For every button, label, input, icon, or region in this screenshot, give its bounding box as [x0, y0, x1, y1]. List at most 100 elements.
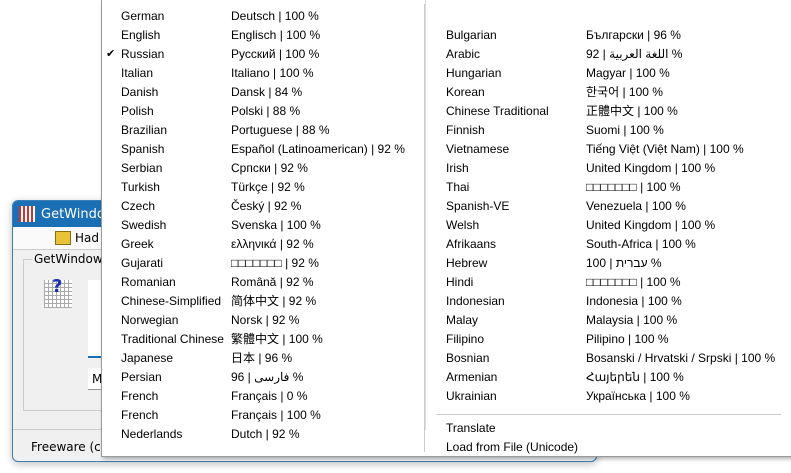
menu-column-left: German Deutsch | 100 % English Englisch | 1…: [102, 7, 424, 444]
language-native-name: Magyar | 100 %: [586, 66, 670, 80]
menu-item-language[interactable]: Romanian Română | 92 %: [102, 273, 424, 292]
translate-menu-item[interactable]: Translate: [426, 419, 791, 438]
language-name: Czech: [121, 199, 156, 213]
language-native-name: 繁體中文 | 100 %: [231, 332, 323, 346]
language-native-name: Română | 92 %: [231, 275, 314, 289]
language-name: Finnish: [446, 123, 485, 137]
language-native-name: □□□□□□□ | 100 %: [586, 180, 681, 194]
checkmark-icon: ✔: [106, 48, 116, 60]
language-native-name: Norsk | 92 %: [231, 313, 300, 327]
menu-item-language[interactable]: Swedish Svenska | 100 %: [102, 216, 424, 235]
menu-item-language[interactable]: French Français | 100 %: [102, 406, 424, 425]
menu-item-language[interactable]: Serbian Српски | 92 %: [102, 159, 424, 178]
menu-item-language[interactable]: Japanese 日本 | 96 %: [102, 349, 424, 368]
menu-item-language[interactable]: Hebrew 100 | עברית %: [426, 254, 791, 273]
language-name: Hungarian: [446, 66, 502, 80]
language-native-name: Српски | 92 %: [231, 161, 308, 175]
load-from-file-menu-item[interactable]: Load from File (Unicode): [426, 438, 791, 457]
menu-item-label: Load from File (Unicode): [446, 440, 579, 454]
menu-separator: [436, 414, 781, 415]
language-name: Hebrew: [446, 256, 488, 270]
language-native-name: 100 | עברית %: [586, 256, 662, 270]
language-name: Vietnamese: [446, 142, 510, 156]
language-native-name: Türkçe | 92 %: [231, 180, 305, 194]
menu-item-language[interactable]: Czech Český | 92 %: [102, 197, 424, 216]
group-label: GetWindowTe: [32, 252, 118, 266]
language-name: Indonesian: [446, 294, 505, 308]
language-native-name: Español (Latinoamerican) | 92 %: [231, 142, 405, 156]
menu-item-language[interactable]: Arabic 92 | اللغة العربية %: [426, 45, 791, 64]
language-name: Afrikaans: [446, 237, 497, 251]
app-icon: [19, 206, 35, 222]
language-name: Spanish-VE: [446, 199, 510, 213]
language-name: Ukrainian: [446, 389, 497, 403]
language-name: Serbian: [121, 161, 163, 175]
menu-item-language[interactable]: Ukrainian Українська | 100 %: [426, 387, 791, 406]
language-name: Thai: [446, 180, 470, 194]
language-native-name: Portuguese | 88 %: [231, 123, 330, 137]
window-finder-icon[interactable]: [44, 276, 72, 308]
language-name: Gujarati: [121, 256, 164, 270]
menu-item-language[interactable]: English Englisch | 100 %: [102, 26, 424, 45]
menu-item-language[interactable]: Polish Polski | 88 %: [102, 102, 424, 121]
language-name: German: [121, 9, 165, 23]
menu-item-language[interactable]: Vietnamese Tiếng Việt (Việt Nam) | 100 %: [426, 140, 791, 159]
menu-item-language[interactable]: Gujarati □□□□□□□ | 92 %: [102, 254, 424, 273]
language-native-name: Pilipino | 100 %: [586, 332, 669, 346]
menu-item-language[interactable]: Thai □□□□□□□ | 100 %: [426, 178, 791, 197]
menu-item-language[interactable]: Afrikaans South-Africa | 100 %: [426, 235, 791, 254]
language-native-name: Italiano | 100 %: [231, 66, 314, 80]
language-name: Korean: [446, 85, 485, 99]
toolbar-item[interactable]: Had: [75, 231, 99, 245]
language-name: Brazilian: [121, 123, 168, 137]
menu-item-language[interactable]: Finnish Suomi | 100 %: [426, 121, 791, 140]
language-native-name: ελληνικά | 92 %: [231, 237, 314, 251]
menu-item-language[interactable]: Brazilian Portuguese | 88 %: [102, 121, 424, 140]
menu-item-language[interactable]: Norwegian Norsk | 92 %: [102, 311, 424, 330]
menu-item-language[interactable]: Spanish-VE Venezuela | 100 %: [426, 197, 791, 216]
menu-item-language[interactable]: Turkish Türkçe | 92 %: [102, 178, 424, 197]
column-separator: [424, 4, 425, 452]
language-name: Norwegian: [121, 313, 179, 327]
language-native-name: Bosanski / Hrvatski / Srpski | 100 %: [586, 351, 776, 365]
language-native-name: Français | 0 %: [231, 389, 308, 403]
menu-item-language[interactable]: Nederlands Dutch | 92 %: [102, 425, 424, 444]
menu-item-language[interactable]: Hindi □□□□□□□ | 100 %: [426, 273, 791, 292]
language-menu: German Deutsch | 100 % English Englisch | 1…: [101, 0, 791, 457]
menu-item-language[interactable]: Chinese-Simplified 简体中文 | 92 %: [102, 292, 424, 311]
menu-item-language[interactable]: Welsh United Kingdom | 100 %: [426, 216, 791, 235]
menu-item-language[interactable]: Malay Malaysia | 100 %: [426, 311, 791, 330]
language-name: Romanian: [121, 275, 176, 289]
language-native-name: United Kingdom | 100 %: [586, 218, 716, 232]
language-name: Chinese Traditional: [446, 104, 549, 118]
language-name: Russian: [121, 47, 165, 61]
language-native-name: Englisch | 100 %: [231, 28, 321, 42]
language-name: English: [121, 28, 161, 42]
menu-item-language[interactable]: Hungarian Magyar | 100 %: [426, 64, 791, 83]
menu-item-language[interactable]: French Français | 0 %: [102, 387, 424, 406]
menu-item-language[interactable]: Armenian Հայերեն | 100 %: [426, 368, 791, 387]
menu-item-language[interactable]: Spanish Español (Latinoamerican) | 92 %: [102, 140, 424, 159]
language-native-name: Deutsch | 100 %: [231, 9, 319, 23]
language-native-name: Polski | 88 %: [231, 104, 301, 118]
menu-item-language[interactable]: Chinese Traditional 正體中文 | 100 %: [426, 102, 791, 121]
menu-item-language[interactable]: Korean 한국어 | 100 %: [426, 83, 791, 102]
menu-item-language[interactable]: Indonesian Indonesia | 100 %: [426, 292, 791, 311]
menu-item-language[interactable]: Italian Italiano | 100 %: [102, 64, 424, 83]
menu-item-language[interactable]: Bosnian Bosanski / Hrvatski / Srpski | 10…: [426, 349, 791, 368]
menu-item-language[interactable]: Bulgarian Български | 96 %: [426, 26, 791, 45]
menu-item-language[interactable]: ✔ Russian Русский | 100 %: [102, 45, 424, 64]
language-name: Welsh: [446, 218, 480, 232]
menu-item-language[interactable]: German Deutsch | 100 %: [102, 7, 424, 26]
menu-item-language[interactable]: Danish Dansk | 84 %: [102, 83, 424, 102]
menu-item-language[interactable]: Greek ελληνικά | 92 %: [102, 235, 424, 254]
menu-item-language[interactable]: Traditional Chinese 繁體中文 | 100 %: [102, 330, 424, 349]
menu-item-language[interactable]: Filipino Pilipino | 100 %: [426, 330, 791, 349]
language-native-name: Suomi | 100 %: [586, 123, 664, 137]
language-native-name: 96 | فارسی %: [231, 370, 304, 384]
language-native-name: □□□□□□□ | 92 %: [231, 256, 319, 270]
menu-item-language[interactable]: Irish United Kingdom | 100 %: [426, 159, 791, 178]
menu-item-language[interactable]: Persian 96 | فارسی %: [102, 368, 424, 387]
language-native-name: Venezuela | 100 %: [586, 199, 686, 213]
language-native-name: 正體中文 | 100 %: [586, 104, 678, 118]
